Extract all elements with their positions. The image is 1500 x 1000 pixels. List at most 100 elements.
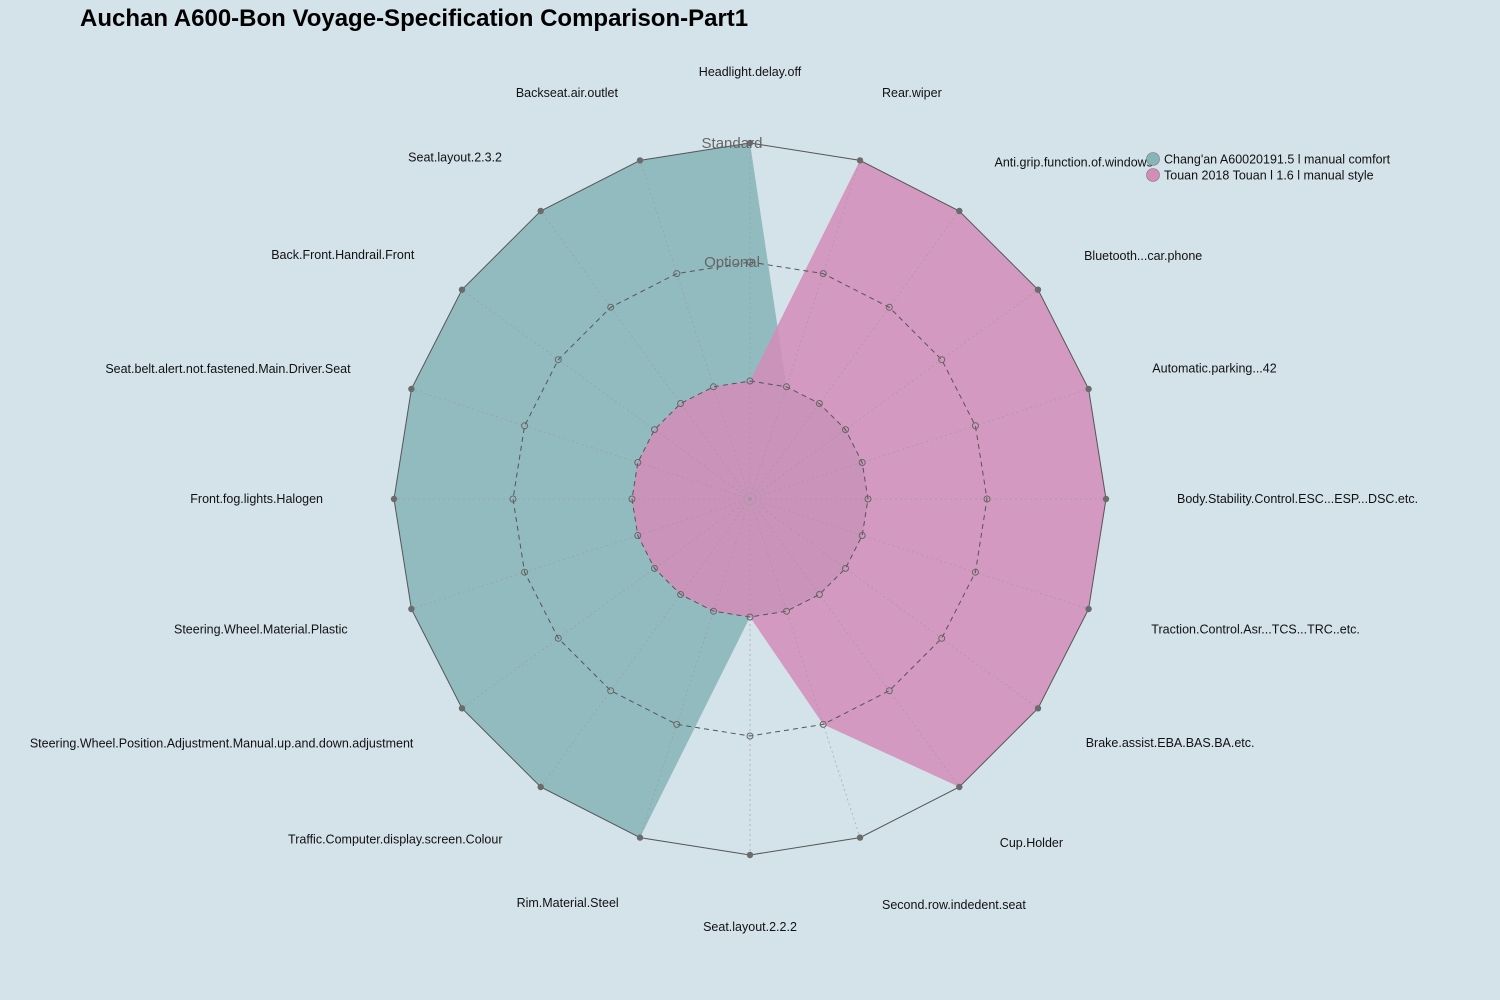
legend-entry: Touan 2018 Touan l 1.6 l manual style	[1164, 169, 1374, 183]
spoke	[411, 388, 751, 500]
ring-marker	[842, 426, 849, 434]
ring-marker	[858, 459, 866, 466]
grid-layer	[390, 139, 1110, 859]
ring-marker	[746, 851, 754, 859]
axis-label: Seat.layout.2.3.2	[408, 151, 502, 165]
ring-marker	[885, 687, 893, 695]
axis-label: Backseat.air.outlet	[516, 86, 619, 100]
ring-marker	[819, 270, 827, 278]
ring-marker	[537, 207, 544, 215]
ring-marker	[1034, 286, 1042, 293]
ring-marker	[710, 607, 717, 615]
ring-marker	[390, 495, 398, 503]
legend-swatch	[1146, 168, 1160, 182]
ring-marker	[746, 139, 754, 147]
ring-marker	[856, 834, 864, 841]
ring-marker	[651, 564, 658, 572]
ring-marker	[710, 383, 717, 391]
axis-label: Back.Front.Handrail.Front	[271, 248, 415, 262]
ring-marker	[1085, 385, 1092, 393]
axis-label: Traffic.Computer.display.screen.Colour	[288, 833, 502, 847]
series-area-2	[632, 160, 1106, 787]
axis-label: Headlight.delay.off	[699, 65, 802, 79]
ring-marker	[856, 157, 864, 164]
ring-marker	[607, 303, 615, 311]
spoke	[749, 289, 1039, 500]
grid-ring-1	[512, 261, 988, 737]
ring-marker	[885, 303, 893, 311]
axis-label: Second.row.indedent.seat	[882, 898, 1026, 912]
spoke	[540, 498, 751, 788]
axis-label: Body.Stability.Control.ESC...ESP...DSC.e…	[1177, 492, 1418, 506]
level-label: Standard	[702, 135, 763, 152]
legend-swatch	[1146, 152, 1160, 166]
ring-marker	[458, 286, 466, 293]
axis-label: Rear.wiper	[882, 86, 942, 100]
ring-marker	[746, 258, 754, 266]
ring-marker	[537, 783, 544, 791]
ring-marker	[1034, 705, 1042, 712]
ring-marker	[673, 270, 681, 278]
ring-marker	[634, 459, 642, 466]
spoke	[749, 498, 1089, 610]
ring-marker	[677, 591, 685, 598]
ring-marker	[636, 834, 644, 841]
spoke	[749, 160, 861, 500]
grid-ring-0	[631, 380, 869, 618]
ring-marker	[521, 422, 529, 430]
ring-marker	[971, 422, 979, 430]
axis-label: Seat.layout.2.2.2	[703, 920, 797, 934]
ring-marker	[554, 634, 562, 642]
axis-label: Rim.Material.Steel	[517, 896, 619, 910]
ring-marker	[938, 634, 946, 642]
ring-marker	[971, 568, 979, 576]
spoke	[540, 210, 751, 500]
ring-marker	[815, 591, 823, 598]
ring-marker	[628, 495, 636, 503]
ring-marker	[842, 564, 849, 572]
ring-marker	[815, 400, 823, 407]
ring-marker	[956, 783, 963, 791]
spoke	[639, 160, 751, 500]
ring-marker	[746, 377, 754, 385]
ring-marker	[983, 495, 991, 503]
ring-marker	[408, 605, 415, 613]
spoke	[749, 210, 960, 500]
axis-label: Traction.Control.Asr...TCS...TRC..etc.	[1151, 622, 1360, 636]
axis-label: Automatic.parking...42	[1152, 361, 1276, 375]
ring-marker	[554, 356, 562, 364]
ring-marker	[651, 426, 658, 434]
axis-label: Cup.Holder	[1000, 836, 1063, 850]
spoke	[749, 498, 1039, 709]
level-label: Optional	[704, 254, 760, 271]
ring-marker	[864, 495, 872, 503]
axis-label: Front.fog.lights.Halogen	[190, 492, 323, 506]
axis-label: Steering.Wheel.Material.Plastic	[174, 623, 348, 637]
series-area-1	[394, 143, 868, 838]
ring-marker	[938, 356, 946, 364]
spoke	[411, 498, 751, 610]
axis-label: Steering.Wheel.Position.Adjustment.Manua…	[30, 737, 414, 751]
series-layer	[394, 143, 1106, 838]
ring-marker	[1102, 495, 1110, 503]
axis-label: Seat.belt.alert.not.fastened.Main.Driver…	[105, 362, 351, 376]
ring-marker	[783, 383, 790, 391]
ring-marker	[746, 732, 754, 740]
ring-marker	[634, 532, 642, 539]
level-labels-layer: Optional Standard	[702, 135, 763, 271]
ring-marker	[677, 400, 685, 407]
ring-marker	[956, 207, 963, 215]
spoke	[749, 388, 1089, 500]
ring-marker	[607, 687, 615, 695]
spoke	[461, 498, 751, 709]
axis-labels-layer: Headlight.delay.off Rear.wiper Anti.grip.f…	[30, 65, 1418, 934]
ring-marker	[673, 720, 681, 728]
ring-marker	[1085, 605, 1092, 613]
ring-marker	[509, 495, 517, 503]
spoke	[749, 498, 960, 788]
legend: Chang'an A60020191.5 l manual comfort Tou…	[1146, 152, 1391, 183]
ring-marker	[746, 613, 754, 621]
ring-marker	[783, 607, 790, 615]
ring-marker	[819, 720, 827, 728]
